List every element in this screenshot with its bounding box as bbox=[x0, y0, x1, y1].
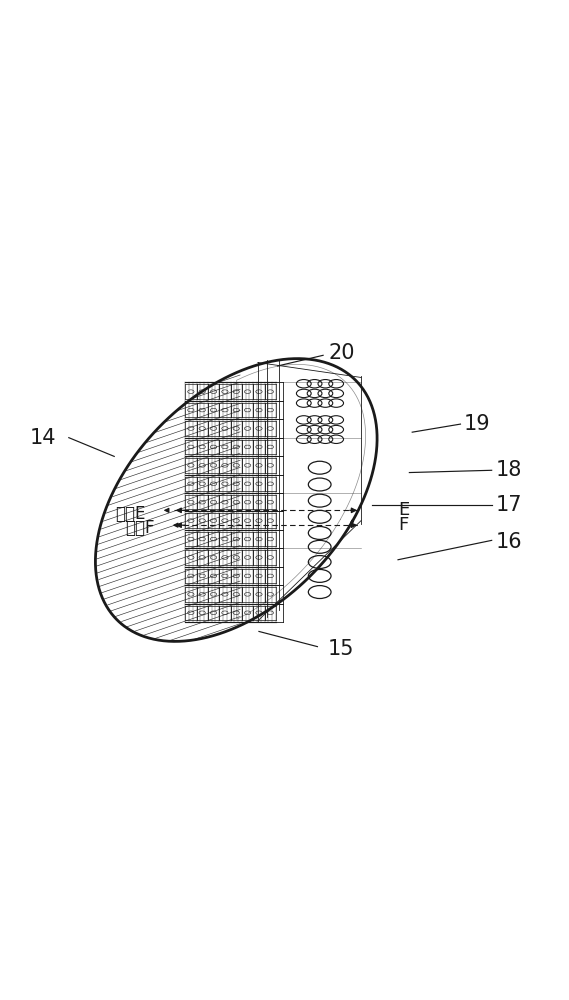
Text: 16: 16 bbox=[496, 532, 522, 552]
Text: 截面F: 截面F bbox=[125, 519, 155, 537]
Text: 14: 14 bbox=[30, 428, 56, 448]
Text: 18: 18 bbox=[496, 460, 522, 480]
Text: 17: 17 bbox=[496, 495, 522, 515]
Text: 15: 15 bbox=[328, 639, 354, 659]
Text: F: F bbox=[398, 516, 409, 534]
Text: 19: 19 bbox=[464, 414, 491, 434]
Text: 20: 20 bbox=[328, 343, 354, 363]
Text: E: E bbox=[398, 501, 409, 519]
Text: 截面E: 截面E bbox=[115, 505, 145, 523]
